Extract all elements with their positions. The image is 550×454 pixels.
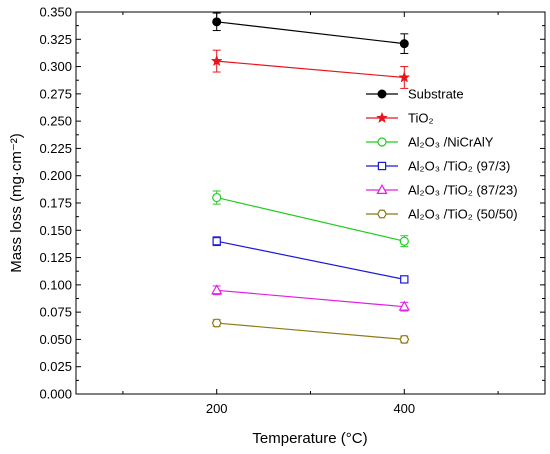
y-tick-label: 0.325 bbox=[39, 32, 72, 47]
data-point-marker bbox=[399, 236, 409, 246]
y-tick-label: 0.275 bbox=[39, 86, 72, 101]
y-tick-label: 0.175 bbox=[39, 196, 72, 211]
y-axis-title: Mass loss (mg·cm⁻²) bbox=[8, 133, 25, 273]
y-tick-label: 0.350 bbox=[39, 5, 72, 20]
series-group bbox=[212, 190, 409, 248]
legend-item: Al₂O₃ /TiO₂ (87/23) bbox=[366, 183, 518, 198]
series-line bbox=[216, 21, 405, 45]
data-point-marker bbox=[212, 192, 222, 203]
y-tick-label: 0.200 bbox=[39, 168, 72, 183]
legend-item: Al₂O₃ /TiO₂ (50/50) bbox=[366, 207, 518, 222]
legend-label: Al₂O₃ /TiO₂ (50/50) bbox=[408, 207, 518, 222]
series-line bbox=[216, 60, 405, 79]
y-tick-label: 0.025 bbox=[39, 359, 72, 374]
legend-label: Al₂O₃ /TiO₂ (97/3) bbox=[408, 159, 510, 174]
data-point-marker bbox=[399, 335, 410, 344]
data-point-marker bbox=[377, 137, 387, 147]
series-group bbox=[212, 12, 409, 54]
legend: Substrate TiO₂ Al₂O₃ /NiCrAlY Al₂O₃ /TiO₂ (… bbox=[366, 87, 518, 222]
y-tick-label: 0.075 bbox=[39, 305, 72, 320]
series-group bbox=[211, 318, 410, 344]
y-axis: 0.000 0.025 0.050 0.075 0.100 0.125 0.150 0.175… bbox=[39, 5, 545, 402]
x-tick-label: 400 bbox=[393, 401, 415, 416]
x-axis-title: Temperature (°C) bbox=[252, 430, 367, 447]
y-tick-label: 0.300 bbox=[39, 59, 72, 74]
data-point-marker bbox=[376, 111, 388, 124]
x-tick-label: 200 bbox=[206, 401, 228, 416]
data-point-marker bbox=[210, 54, 223, 67]
series-group bbox=[212, 236, 409, 284]
data-point-marker bbox=[211, 284, 223, 295]
legend-item: Substrate bbox=[366, 87, 464, 102]
series-line bbox=[216, 240, 405, 280]
data-point-marker bbox=[400, 275, 409, 284]
legend-item: Al₂O₃ /NiCrAlY bbox=[366, 135, 494, 150]
y-tick-label: 0.250 bbox=[39, 114, 72, 129]
series-line bbox=[216, 196, 405, 242]
x-axis: 200 400 bbox=[122, 12, 499, 416]
data-point-marker bbox=[398, 71, 411, 83]
y-tick-label: 0.100 bbox=[39, 277, 72, 292]
series-line bbox=[216, 289, 405, 308]
y-tick-label: 0.000 bbox=[39, 387, 72, 402]
legend-label: TiO₂ bbox=[408, 111, 434, 126]
legend-item: Al₂O₃ /TiO₂ (97/3) bbox=[366, 159, 510, 174]
plot-series bbox=[210, 12, 411, 344]
y-tick-label: 0.125 bbox=[39, 250, 72, 265]
data-point-marker bbox=[377, 209, 387, 219]
data-point-marker bbox=[212, 17, 222, 27]
legend-label: Al₂O₃ /TiO₂ (87/23) bbox=[408, 183, 518, 198]
y-tick-label: 0.150 bbox=[39, 223, 72, 238]
data-point-marker bbox=[398, 300, 410, 311]
y-tick-label: 0.225 bbox=[39, 141, 72, 156]
legend-label: Substrate bbox=[408, 87, 464, 102]
data-point-marker bbox=[211, 318, 222, 328]
data-point-marker bbox=[377, 161, 387, 171]
data-point-marker bbox=[377, 89, 387, 99]
data-point-marker bbox=[376, 183, 388, 194]
data-point-marker bbox=[212, 237, 221, 246]
y-tick-label: 0.050 bbox=[39, 332, 72, 347]
data-point-marker bbox=[399, 39, 409, 49]
series-group bbox=[211, 284, 410, 312]
legend-label: Al₂O₃ /NiCrAlY bbox=[408, 135, 494, 150]
series-group bbox=[210, 49, 411, 89]
legend-item: TiO₂ bbox=[366, 111, 434, 126]
series-line bbox=[216, 322, 405, 341]
